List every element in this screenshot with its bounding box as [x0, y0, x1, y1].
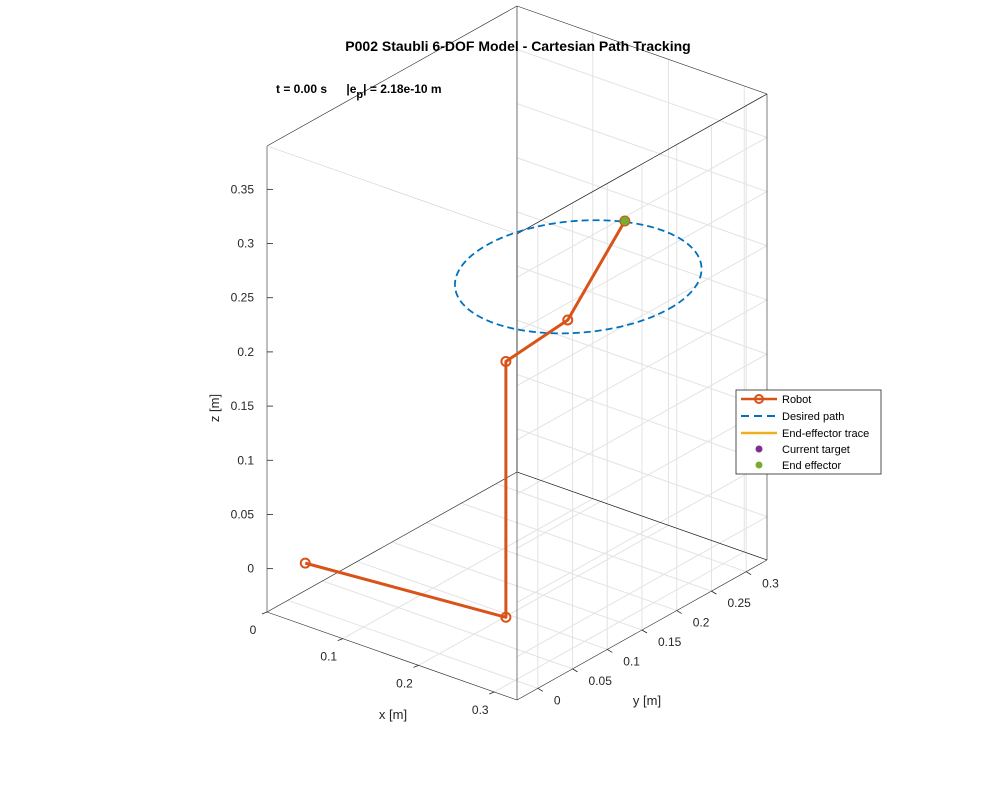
x-tick-mark — [413, 664, 419, 668]
gridline-wall-z-left — [516, 319, 768, 409]
legend-entry-robot: Robot — [741, 394, 811, 406]
x-tick-label: 0 — [250, 623, 257, 637]
z-tick-label: 0.25 — [231, 291, 255, 305]
gridline-wall-z-left — [516, 373, 768, 463]
box-edge — [266, 471, 518, 613]
z-axis-label: z [m] — [207, 394, 222, 422]
y-tick-label: 0.1 — [623, 654, 640, 668]
y-tick-mark — [745, 571, 752, 576]
status-annotation: t = 0.00 s |ep| = 2.18e-10 m — [276, 82, 442, 101]
gridline-floor-y — [496, 483, 747, 573]
x-tick-mark — [261, 611, 268, 615]
robot-joint — [500, 356, 512, 368]
error-readout: | = 2.18e-10 m — [363, 82, 441, 96]
robot-joint — [562, 314, 574, 326]
gridline-floor-y — [322, 580, 573, 670]
legend-entry-desired-path: Desired path — [741, 411, 844, 423]
y-tick-label: 0.3 — [762, 577, 779, 591]
gridline-wall-z-left — [516, 48, 768, 138]
box-edge — [266, 5, 518, 147]
x-tick-mark — [337, 638, 343, 642]
legend-label-current-target: Current target — [782, 444, 850, 456]
legend-label-desired-path: Desired path — [782, 411, 844, 423]
time-readout: t = 0.00 s — [276, 82, 327, 96]
axes-box — [266, 5, 768, 701]
gridline-wall-z-right — [516, 136, 768, 278]
z-tick-label: 0.05 — [231, 507, 255, 521]
legend-entry-current-target: Current target — [755, 444, 850, 456]
chart-title: P002 Staubli 6-DOF Model - Cartesian Pat… — [345, 38, 690, 54]
z-tick-label: 0.1 — [237, 453, 254, 467]
y-tick-label: 0.05 — [589, 674, 613, 688]
data-layer — [299, 215, 703, 623]
x-axis-label: x [m] — [379, 707, 407, 722]
gridline-wall-z-right — [516, 191, 768, 332]
legend-entry-end-effector-trace: End-effector trace — [741, 428, 869, 440]
z-tick-label: 0.2 — [237, 345, 254, 359]
error-subscript: p — [356, 89, 363, 101]
y-tick-label: 0.25 — [727, 596, 751, 610]
gridline-floor-y — [426, 522, 677, 612]
y-tick-label: 0.15 — [658, 635, 682, 649]
gridline-floor-y — [357, 560, 608, 650]
y-tick-label: 0 — [554, 693, 561, 707]
robot-joint — [500, 611, 512, 623]
gridline-wall-z-right — [516, 299, 768, 441]
x-tick-mark — [489, 691, 495, 695]
box-edge — [266, 145, 518, 235]
box-edge — [516, 93, 768, 235]
z-tick-label: 0.15 — [231, 399, 255, 413]
z-tick-label: 0.3 — [237, 237, 254, 251]
gridline-wall-z-left — [516, 157, 768, 247]
box-edge — [516, 471, 768, 561]
gridline-wall-z-right — [516, 353, 768, 495]
end-effector-point — [620, 216, 630, 226]
x-tick-label: 0.3 — [472, 703, 489, 717]
grid-layer — [266, 6, 768, 693]
legend-label-robot: Robot — [782, 394, 811, 406]
gridline-floor-y — [287, 599, 538, 689]
error-prefix: |e — [346, 82, 356, 96]
gridline-wall-z-left — [516, 103, 768, 193]
gridline-floor-y — [461, 502, 712, 592]
gridline-wall-z-right — [516, 462, 768, 603]
x-tick-label: 0.1 — [320, 650, 337, 664]
y-tick-label: 0.2 — [693, 616, 710, 630]
gridline-wall-z-left — [516, 211, 768, 301]
robot-links — [304, 220, 627, 619]
y-tick-mark — [537, 687, 544, 692]
gridline-wall-z-right — [516, 245, 768, 387]
tick-labels: 0 0.1 0.2 0.3 0 0.05 0.1 0.15 0.2 0.25 0.3 0 0.05 0.1… — [231, 182, 780, 717]
legend: Robot Desired path End-effector trace Cu… — [735, 389, 882, 475]
z-tick-label: 0.35 — [231, 182, 255, 196]
z-tick-label: 0 — [247, 562, 254, 576]
legend-entry-end-effector: End effector — [755, 460, 841, 472]
y-tick-mark — [641, 629, 648, 634]
y-tick-mark — [676, 610, 682, 614]
desired-path-line — [454, 219, 703, 335]
y-tick-mark — [607, 649, 613, 653]
y-tick-mark — [711, 590, 717, 595]
box-edge — [516, 5, 768, 95]
gridline-wall-z-right — [516, 516, 768, 658]
legend-label-end-effector: End effector — [782, 460, 841, 472]
box-edge — [266, 611, 518, 701]
x-tick-label: 0.2 — [396, 676, 413, 690]
legend-label-end-effector-trace: End-effector trace — [782, 428, 869, 440]
y-axis-label: y [m] — [633, 693, 661, 708]
gridline-wall-z-right — [516, 407, 768, 549]
robot-joint — [299, 557, 311, 569]
y-tick-mark — [572, 668, 578, 673]
gridline-wall-z-left — [516, 428, 768, 518]
gridline-wall-z-left — [516, 265, 768, 355]
